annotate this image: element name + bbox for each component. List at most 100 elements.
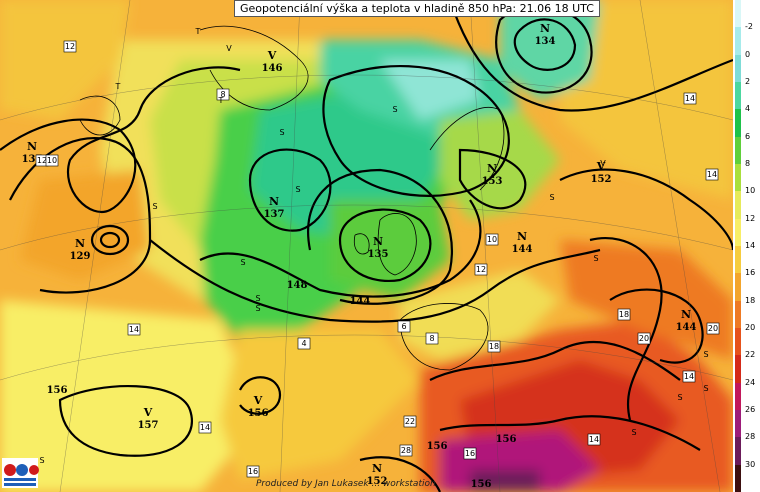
front-symbol: S (703, 384, 708, 393)
temperature-box: 14 (127, 323, 141, 336)
temperature-box-bg (683, 92, 697, 105)
pressure-type-label: N (372, 462, 382, 475)
legend-tick: 16 (745, 268, 756, 278)
legend-tick: 8 (745, 159, 751, 168)
legend-swatch (735, 109, 741, 138)
pressure-value-label: 137 (264, 209, 285, 220)
legend-tick: 22 (745, 350, 756, 360)
temperature-box-bg (297, 337, 311, 350)
temperature-box-value: 12 (65, 42, 75, 51)
legend-swatch (735, 164, 741, 192)
pressure-type-label: N (517, 230, 527, 243)
front-symbol: T (195, 27, 201, 36)
legend-swatch (735, 218, 741, 247)
front-symbol: S (152, 202, 157, 211)
legend-swatch (735, 191, 741, 220)
temperature-box-value: 14 (684, 372, 694, 381)
legend-swatch (735, 355, 741, 384)
pressure-type-label: N (373, 235, 383, 248)
legend-swatch (735, 246, 741, 274)
temperature-box-value: 14 (707, 170, 717, 179)
map-canvas: N134V146N137N129N137N135N153V152N144N144… (0, 0, 733, 492)
map-title: Geopotenciální výška a teplota v hladině… (234, 0, 600, 17)
front-symbol: T (115, 82, 121, 91)
temperature-box: 14 (682, 370, 696, 383)
temperature-box-value: 12 (476, 265, 486, 274)
legend-tick: -2 (745, 22, 753, 32)
pressure-type-label: N (540, 22, 550, 35)
coastlines (79, 25, 505, 371)
temperature-box-bg (706, 322, 720, 335)
graticule (0, 0, 733, 492)
legend-tick: 4 (745, 104, 751, 114)
front-symbol: V (226, 44, 232, 53)
front-symbol: V (600, 159, 606, 168)
temperature-box-value: 6 (401, 322, 406, 331)
legend-swatch (735, 437, 741, 466)
temperature-box: 14 (683, 92, 697, 105)
temperature-box-bg (425, 332, 439, 345)
legend-swatch (735, 82, 741, 110)
temperature-box-bg (485, 233, 499, 246)
legend-swatch (735, 410, 741, 438)
temperature-shading (0, 0, 733, 492)
front-symbol: S (255, 304, 260, 313)
legend-tick: 10 (745, 186, 756, 196)
temperature-box-value: 18 (619, 310, 629, 319)
legend-tick: 14 (745, 241, 756, 250)
temperature-box: 18 (617, 308, 631, 321)
pressure-value-label: 152 (367, 476, 388, 487)
front-symbol: S (677, 393, 682, 402)
temperature-box-value: 16 (465, 449, 475, 458)
front-symbol: S (549, 193, 554, 202)
pressure-value-label: 152 (591, 174, 612, 185)
pressure-value-label: 153 (482, 176, 503, 187)
geopotential-contours (0, 0, 733, 492)
temperature-box-bg (246, 465, 260, 478)
front-symbol: S (593, 254, 598, 263)
temperature-box-value: 20 (708, 324, 718, 333)
temperature-box-bg (63, 40, 77, 53)
front-symbol: T (218, 96, 224, 105)
pressure-value-label: 135 (368, 249, 389, 260)
temperature-box: 12 (63, 40, 77, 53)
pressure-type-label: N (27, 140, 37, 153)
temperature-box-bg (397, 320, 411, 333)
temperature-box: 16 (463, 447, 477, 460)
pressure-type-label: V (143, 406, 153, 419)
front-symbol: S (392, 105, 397, 114)
legend-swatch (735, 464, 741, 492)
temperature-box-value: 4 (301, 339, 306, 348)
temperature-box: 14 (705, 168, 719, 181)
temperature-box-bg (198, 421, 212, 434)
weather-map: N 134 V 146 N 137 N 129 N 137 N 135 N 153 V 152 N 144 N 144… (0, 0, 733, 492)
temperature-box-bg (463, 447, 477, 460)
legend-tick: 20 (745, 323, 756, 332)
temperature-box-bg (399, 444, 413, 457)
legend-tick: 0 (745, 49, 751, 59)
pressure-type-label: V (267, 49, 277, 62)
pressure-type-label: N (269, 195, 279, 208)
front-symbol: S (39, 456, 44, 465)
pressure-type-label: N (487, 162, 497, 175)
temperature-box-value: 8 (220, 90, 225, 99)
pressure-type-label: V (596, 160, 606, 173)
front-symbol: S (703, 350, 708, 359)
temperature-box-value: 14 (685, 94, 695, 103)
legend-swatch (735, 328, 741, 356)
temperature-box: 16 (246, 465, 260, 478)
pressure-value-label: 137 (22, 154, 43, 165)
pressure-type-label: N (75, 237, 85, 250)
temperature-box: 12 (474, 263, 488, 276)
temperature-box: 18 (487, 340, 501, 353)
contour-label: 148 (287, 280, 308, 291)
pressure-value-label: 129 (70, 251, 91, 262)
temperature-box-bg (487, 340, 501, 353)
temperature-box-bg (474, 263, 488, 276)
temperature-box: 22 (403, 415, 417, 428)
legend-swatch (735, 273, 741, 302)
legend-tick: 30 (745, 459, 756, 469)
legend-tick: 26 (745, 405, 756, 414)
